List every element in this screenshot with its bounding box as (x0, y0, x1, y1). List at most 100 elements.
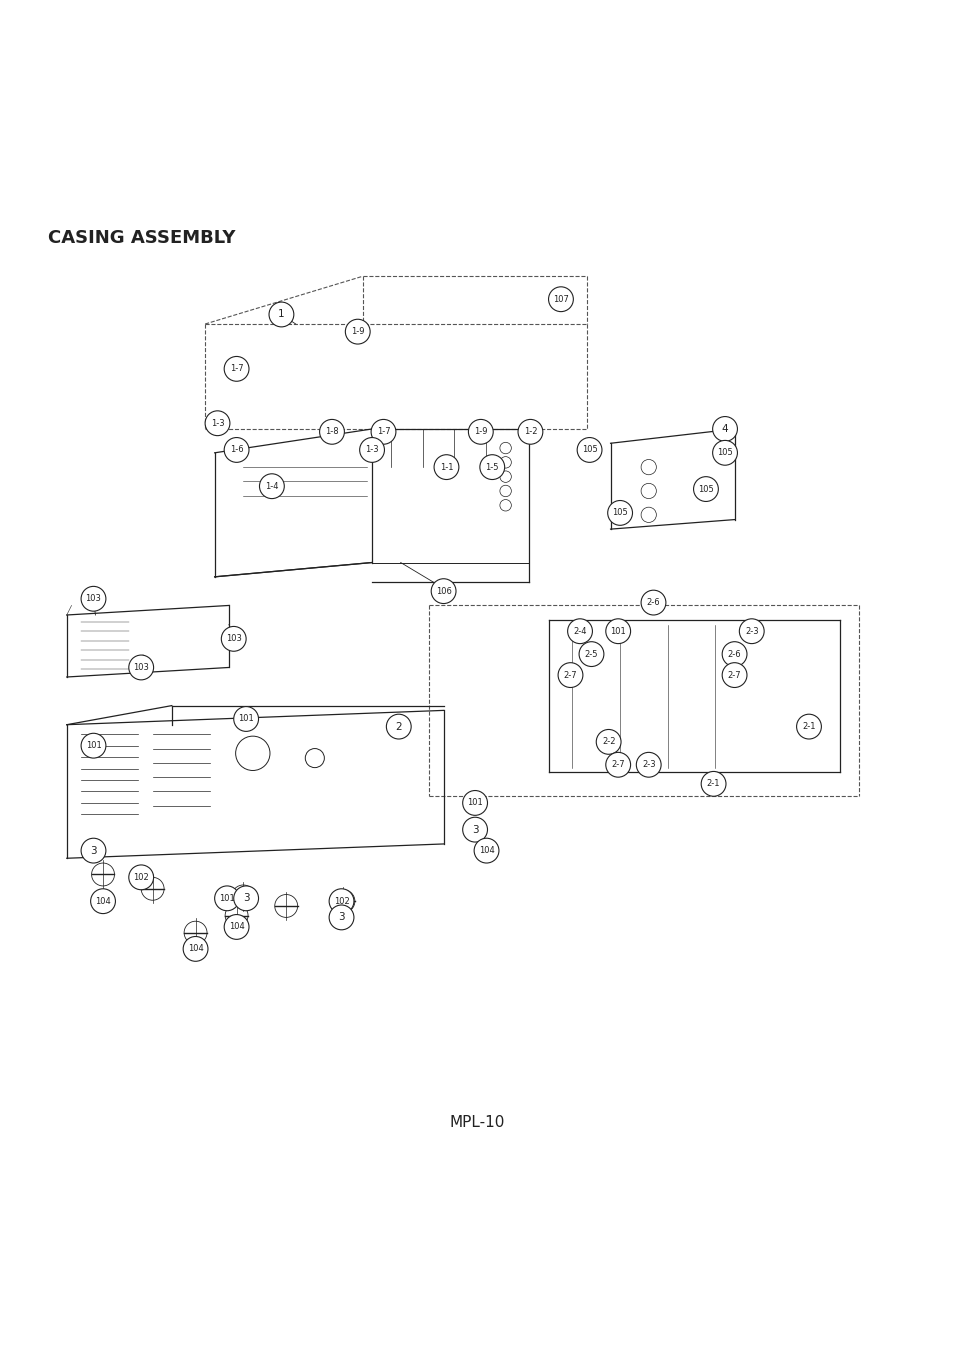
Circle shape (693, 477, 718, 501)
Text: 2-7: 2-7 (727, 670, 740, 680)
Circle shape (329, 904, 354, 930)
Circle shape (205, 410, 230, 436)
Circle shape (479, 455, 504, 479)
Text: 101: 101 (219, 894, 234, 903)
Text: 105: 105 (612, 508, 627, 517)
Circle shape (129, 865, 153, 890)
Text: 104: 104 (229, 922, 244, 932)
Circle shape (434, 455, 458, 479)
Circle shape (721, 642, 746, 666)
Circle shape (259, 474, 284, 498)
Circle shape (269, 302, 294, 326)
Circle shape (221, 627, 246, 651)
Circle shape (224, 356, 249, 382)
Circle shape (605, 753, 630, 777)
Circle shape (431, 578, 456, 604)
Circle shape (345, 320, 370, 344)
Text: 103: 103 (226, 634, 241, 643)
Circle shape (233, 707, 258, 731)
Text: 2-4: 2-4 (573, 627, 586, 636)
Circle shape (386, 714, 411, 739)
Circle shape (233, 886, 258, 911)
Text: 105: 105 (581, 445, 597, 455)
Text: 3: 3 (91, 846, 96, 856)
Text: 1-3: 1-3 (365, 445, 378, 455)
Circle shape (224, 914, 249, 940)
Text: 101: 101 (238, 715, 253, 723)
Text: 102: 102 (334, 896, 349, 906)
Text: MPL-10: MPL-10 (449, 1116, 504, 1131)
Text: 1-7: 1-7 (230, 364, 243, 374)
Text: 1-4: 1-4 (265, 482, 278, 490)
Circle shape (712, 440, 737, 466)
Text: 2-3: 2-3 (641, 760, 655, 769)
Text: 2-6: 2-6 (646, 598, 659, 607)
Circle shape (721, 662, 746, 688)
Text: 2-2: 2-2 (601, 738, 615, 746)
Circle shape (700, 772, 725, 796)
Text: 101: 101 (467, 799, 482, 807)
Text: 2-7: 2-7 (563, 670, 577, 680)
Text: 3: 3 (338, 913, 344, 922)
Circle shape (214, 886, 239, 911)
Circle shape (129, 655, 153, 680)
Text: 104: 104 (478, 846, 494, 856)
Text: 1-6: 1-6 (230, 445, 243, 455)
Circle shape (578, 642, 603, 666)
Circle shape (468, 420, 493, 444)
Circle shape (548, 287, 573, 311)
Circle shape (636, 753, 660, 777)
Circle shape (567, 619, 592, 643)
Text: 2-1: 2-1 (706, 780, 720, 788)
Text: 3: 3 (243, 894, 249, 903)
Circle shape (558, 662, 582, 688)
Text: 105: 105 (698, 485, 713, 494)
Text: 103: 103 (133, 663, 149, 672)
Text: 4: 4 (721, 424, 727, 435)
Text: 106: 106 (436, 586, 451, 596)
Text: 1-9: 1-9 (474, 428, 487, 436)
Text: 2-1: 2-1 (801, 722, 815, 731)
Text: 2: 2 (395, 722, 401, 731)
Circle shape (577, 437, 601, 462)
Circle shape (796, 714, 821, 739)
Circle shape (517, 420, 542, 444)
Circle shape (81, 734, 106, 758)
Circle shape (607, 501, 632, 525)
Text: 104: 104 (188, 944, 203, 953)
Circle shape (640, 590, 665, 615)
Circle shape (183, 937, 208, 961)
Text: 1-7: 1-7 (376, 428, 390, 436)
Text: 102: 102 (133, 873, 149, 881)
Circle shape (474, 838, 498, 862)
Circle shape (712, 417, 737, 441)
Circle shape (739, 619, 763, 643)
Circle shape (462, 791, 487, 815)
Circle shape (371, 420, 395, 444)
Text: 107: 107 (553, 295, 568, 303)
Text: 105: 105 (717, 448, 732, 458)
Text: 2-7: 2-7 (611, 760, 624, 769)
Circle shape (81, 838, 106, 862)
Text: 1-1: 1-1 (439, 463, 453, 471)
Text: 101: 101 (86, 741, 101, 750)
Circle shape (81, 586, 106, 611)
Text: 103: 103 (86, 594, 101, 604)
Circle shape (319, 420, 344, 444)
Text: 3: 3 (472, 825, 477, 834)
Circle shape (91, 888, 115, 914)
Text: 1: 1 (278, 310, 284, 320)
Text: 1-3: 1-3 (211, 418, 224, 428)
Circle shape (462, 818, 487, 842)
Text: 1-5: 1-5 (485, 463, 498, 471)
Text: 1-2: 1-2 (523, 428, 537, 436)
Circle shape (359, 437, 384, 462)
Text: 1-9: 1-9 (351, 328, 364, 336)
Circle shape (329, 888, 354, 914)
Text: 2-5: 2-5 (584, 650, 598, 658)
Text: 104: 104 (95, 896, 111, 906)
Circle shape (605, 619, 630, 643)
Circle shape (596, 730, 620, 754)
Text: 2-6: 2-6 (727, 650, 740, 658)
Text: CASING ASSEMBLY: CASING ASSEMBLY (48, 229, 235, 246)
